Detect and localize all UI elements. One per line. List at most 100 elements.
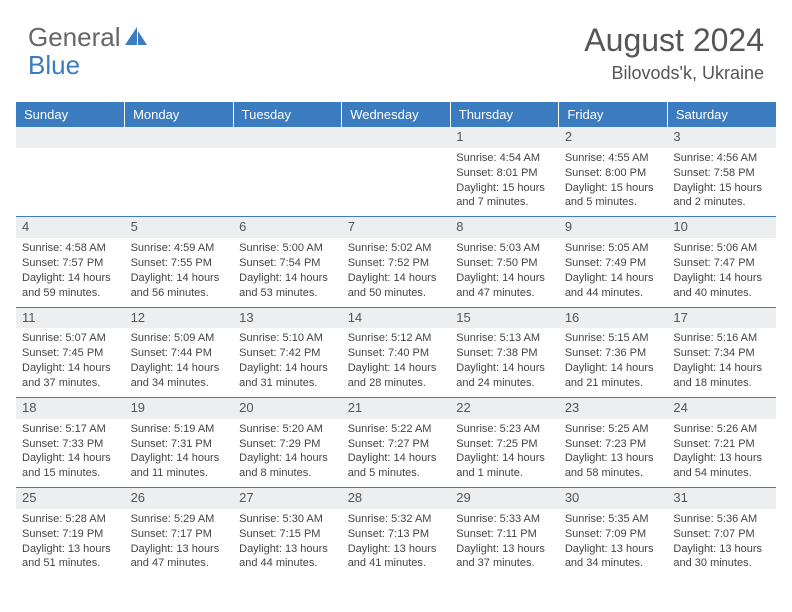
calendar-cell: 14Sunrise: 5:12 AMSunset: 7:40 PMDayligh… [342,307,451,397]
cell-body: Sunrise: 5:25 AMSunset: 7:23 PMDaylight:… [559,419,668,487]
sunrise-text: Sunrise: 4:58 AM [22,241,119,256]
sunrise-text: Sunrise: 5:28 AM [22,512,119,527]
daylight-text: Daylight: 14 hours and 31 minutes. [239,361,336,391]
daylight-text: Daylight: 14 hours and 37 minutes. [22,361,119,391]
day-number: 28 [342,488,451,509]
cell-body: Sunrise: 5:30 AMSunset: 7:15 PMDaylight:… [233,509,342,577]
sunset-text: Sunset: 7:11 PM [456,527,553,542]
cell-body: Sunrise: 5:26 AMSunset: 7:21 PMDaylight:… [667,419,776,487]
calendar-cell: 21Sunrise: 5:22 AMSunset: 7:27 PMDayligh… [342,397,451,487]
logo-text-2: Blue [28,50,80,81]
sunset-text: Sunset: 7:49 PM [565,256,662,271]
calendar-cell: 16Sunrise: 5:15 AMSunset: 7:36 PMDayligh… [559,307,668,397]
sunset-text: Sunset: 7:25 PM [456,437,553,452]
cell-body: Sunrise: 5:09 AMSunset: 7:44 PMDaylight:… [125,328,234,396]
calendar-cell: 26Sunrise: 5:29 AMSunset: 7:17 PMDayligh… [125,488,234,578]
calendar-cell: 20Sunrise: 5:20 AMSunset: 7:29 PMDayligh… [233,397,342,487]
sunrise-text: Sunrise: 5:12 AM [348,331,445,346]
day-number: 2 [559,127,668,148]
cell-body: Sunrise: 5:07 AMSunset: 7:45 PMDaylight:… [16,328,125,396]
sunrise-text: Sunrise: 5:10 AM [239,331,336,346]
day-number [342,127,451,148]
calendar-cell [125,127,234,217]
cell-body: Sunrise: 5:36 AMSunset: 7:07 PMDaylight:… [667,509,776,577]
sunset-text: Sunset: 7:17 PM [131,527,228,542]
cell-body: Sunrise: 5:28 AMSunset: 7:19 PMDaylight:… [16,509,125,577]
day-number: 16 [559,308,668,329]
calendar-cell: 10Sunrise: 5:06 AMSunset: 7:47 PMDayligh… [667,217,776,307]
sunrise-text: Sunrise: 5:09 AM [131,331,228,346]
calendar-cell: 4Sunrise: 4:58 AMSunset: 7:57 PMDaylight… [16,217,125,307]
sunset-text: Sunset: 7:34 PM [673,346,770,361]
calendar-row: 18Sunrise: 5:17 AMSunset: 7:33 PMDayligh… [16,397,776,487]
weekday-header: Tuesday [233,102,342,127]
cell-body: Sunrise: 5:03 AMSunset: 7:50 PMDaylight:… [450,238,559,306]
weekday-header: Thursday [450,102,559,127]
cell-body: Sunrise: 5:32 AMSunset: 7:13 PMDaylight:… [342,509,451,577]
cell-body: Sunrise: 5:12 AMSunset: 7:40 PMDaylight:… [342,328,451,396]
day-number: 23 [559,398,668,419]
calendar-cell: 2Sunrise: 4:55 AMSunset: 8:00 PMDaylight… [559,127,668,217]
calendar-cell: 7Sunrise: 5:02 AMSunset: 7:52 PMDaylight… [342,217,451,307]
cell-body: Sunrise: 5:06 AMSunset: 7:47 PMDaylight:… [667,238,776,306]
cell-body: Sunrise: 5:35 AMSunset: 7:09 PMDaylight:… [559,509,668,577]
sunrise-text: Sunrise: 5:30 AM [239,512,336,527]
cell-body: Sunrise: 4:56 AMSunset: 7:58 PMDaylight:… [667,148,776,216]
calendar-cell: 25Sunrise: 5:28 AMSunset: 7:19 PMDayligh… [16,488,125,578]
day-number: 31 [667,488,776,509]
sunset-text: Sunset: 7:07 PM [673,527,770,542]
sunrise-text: Sunrise: 5:05 AM [565,241,662,256]
sunset-text: Sunset: 7:47 PM [673,256,770,271]
calendar-cell: 18Sunrise: 5:17 AMSunset: 7:33 PMDayligh… [16,397,125,487]
day-number: 7 [342,217,451,238]
sunset-text: Sunset: 8:00 PM [565,166,662,181]
sunset-text: Sunset: 7:09 PM [565,527,662,542]
daylight-text: Daylight: 13 hours and 37 minutes. [456,542,553,572]
logo-text-1: General [28,22,121,53]
daylight-text: Daylight: 14 hours and 40 minutes. [673,271,770,301]
calendar-cell: 31Sunrise: 5:36 AMSunset: 7:07 PMDayligh… [667,488,776,578]
daylight-text: Daylight: 13 hours and 54 minutes. [673,451,770,481]
weekday-header: Saturday [667,102,776,127]
sunset-text: Sunset: 7:42 PM [239,346,336,361]
calendar-cell: 13Sunrise: 5:10 AMSunset: 7:42 PMDayligh… [233,307,342,397]
day-number: 12 [125,308,234,329]
daylight-text: Daylight: 14 hours and 11 minutes. [131,451,228,481]
calendar-cell: 28Sunrise: 5:32 AMSunset: 7:13 PMDayligh… [342,488,451,578]
calendar-cell: 11Sunrise: 5:07 AMSunset: 7:45 PMDayligh… [16,307,125,397]
cell-body: Sunrise: 4:54 AMSunset: 8:01 PMDaylight:… [450,148,559,216]
day-number: 22 [450,398,559,419]
daylight-text: Daylight: 14 hours and 28 minutes. [348,361,445,391]
calendar-cell: 23Sunrise: 5:25 AMSunset: 7:23 PMDayligh… [559,397,668,487]
calendar-cell: 30Sunrise: 5:35 AMSunset: 7:09 PMDayligh… [559,488,668,578]
calendar-cell: 29Sunrise: 5:33 AMSunset: 7:11 PMDayligh… [450,488,559,578]
weekday-header-row: SundayMondayTuesdayWednesdayThursdayFrid… [16,102,776,127]
sunset-text: Sunset: 7:15 PM [239,527,336,542]
cell-body: Sunrise: 5:22 AMSunset: 7:27 PMDaylight:… [342,419,451,487]
calendar-cell: 22Sunrise: 5:23 AMSunset: 7:25 PMDayligh… [450,397,559,487]
sunrise-text: Sunrise: 4:54 AM [456,151,553,166]
sunrise-text: Sunrise: 5:02 AM [348,241,445,256]
calendar-cell: 19Sunrise: 5:19 AMSunset: 7:31 PMDayligh… [125,397,234,487]
sunrise-text: Sunrise: 5:03 AM [456,241,553,256]
weekday-header: Wednesday [342,102,451,127]
day-number: 8 [450,217,559,238]
sunset-text: Sunset: 7:45 PM [22,346,119,361]
sunset-text: Sunset: 7:13 PM [348,527,445,542]
cell-body: Sunrise: 5:02 AMSunset: 7:52 PMDaylight:… [342,238,451,306]
daylight-text: Daylight: 14 hours and 53 minutes. [239,271,336,301]
sunset-text: Sunset: 7:29 PM [239,437,336,452]
sunrise-text: Sunrise: 5:19 AM [131,422,228,437]
sunrise-text: Sunrise: 5:13 AM [456,331,553,346]
sunrise-text: Sunrise: 5:07 AM [22,331,119,346]
daylight-text: Daylight: 13 hours and 51 minutes. [22,542,119,572]
cell-body [233,148,342,208]
cell-body: Sunrise: 5:17 AMSunset: 7:33 PMDaylight:… [16,419,125,487]
daylight-text: Daylight: 13 hours and 30 minutes. [673,542,770,572]
location-label: Bilovods'k, Ukraine [584,63,764,84]
sunrise-text: Sunrise: 5:29 AM [131,512,228,527]
calendar-row: 4Sunrise: 4:58 AMSunset: 7:57 PMDaylight… [16,217,776,307]
sunrise-text: Sunrise: 5:25 AM [565,422,662,437]
sunset-text: Sunset: 8:01 PM [456,166,553,181]
day-number: 9 [559,217,668,238]
